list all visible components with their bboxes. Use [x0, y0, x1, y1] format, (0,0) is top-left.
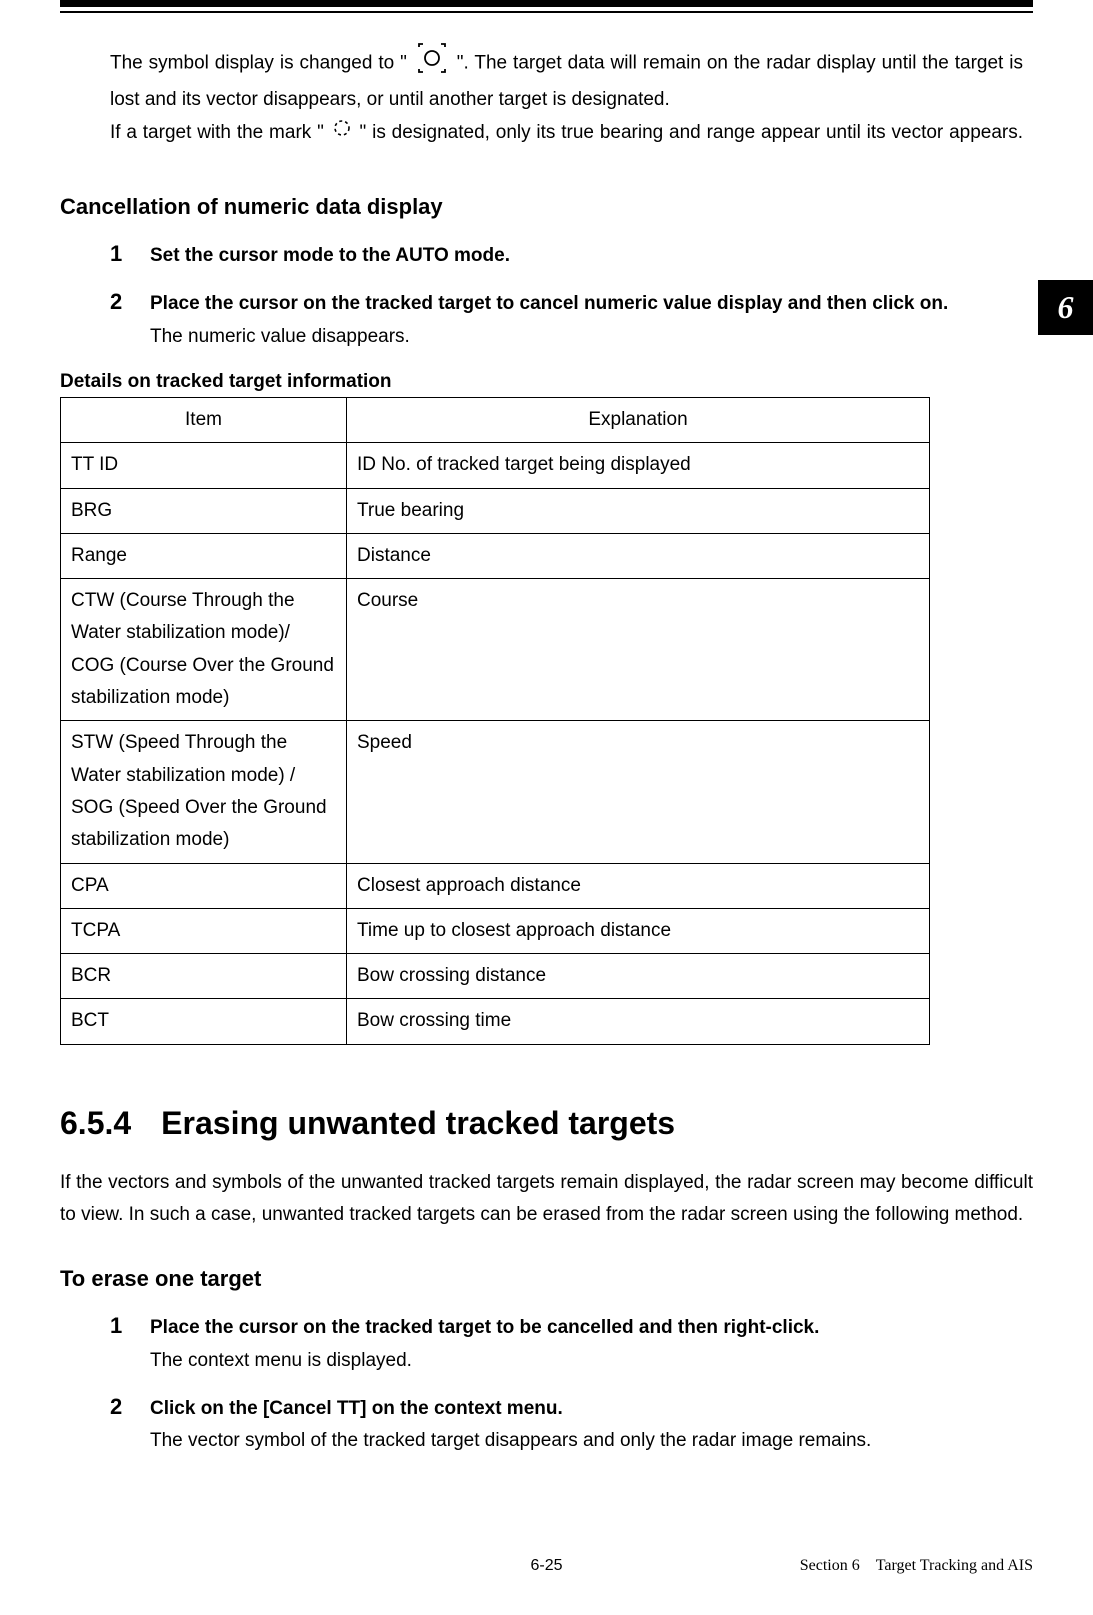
- intro-text-1a: The symbol display is changed to ": [110, 53, 407, 74]
- section-654-intro: If the vectors and symbols of the unwant…: [60, 1167, 1033, 1232]
- table-caption: Details on tracked target information: [60, 371, 1033, 393]
- step-body: Place the cursor on the tracked target t…: [150, 1312, 1023, 1377]
- step-bold-text: Place the cursor on the tracked target t…: [150, 288, 1023, 320]
- step-regular-text: The context menu is displayed.: [150, 1345, 1023, 1377]
- table-row: CPAClosest approach distance: [61, 863, 930, 908]
- intro-text-2a: If a target with the mark ": [110, 122, 324, 143]
- step-regular-text: The numeric value disappears.: [150, 321, 1023, 353]
- cell-item: BRG: [61, 488, 347, 533]
- target-symbol-large-icon: [415, 43, 449, 84]
- step-body: Place the cursor on the tracked target t…: [150, 288, 1023, 353]
- heading-6-5-4: 6.5.4 Erasing unwanted tracked targets: [60, 1105, 1033, 1142]
- list-item: 2 Click on the [Cancel TT] on the contex…: [110, 1393, 1023, 1458]
- erase-steps-list: 1 Place the cursor on the tracked target…: [110, 1312, 1023, 1457]
- step-bold-text: Set the cursor mode to the AUTO mode.: [150, 240, 1023, 272]
- cell-explanation: Distance: [347, 533, 930, 578]
- table-row: TCPATime up to closest approach distance: [61, 908, 930, 953]
- page-container: 6 The symbol display is changed to " ". …: [0, 0, 1093, 1615]
- heading-erase-one-target: To erase one target: [60, 1266, 1033, 1292]
- cell-item: BCR: [61, 954, 347, 999]
- chapter-tab: 6: [1038, 280, 1093, 335]
- heading-cancellation: Cancellation of numeric data display: [60, 194, 1033, 220]
- cell-item: Range: [61, 533, 347, 578]
- section-number: 6.5.4: [60, 1105, 131, 1142]
- cell-explanation: Course: [347, 579, 930, 721]
- cell-explanation: Speed: [347, 721, 930, 863]
- step-regular-text: The vector symbol of the tracked target …: [150, 1425, 1023, 1457]
- cell-item: BCT: [61, 999, 347, 1044]
- table-header-row: Item Explanation: [61, 397, 930, 442]
- table-row: BRGTrue bearing: [61, 488, 930, 533]
- step-number: 1: [110, 240, 130, 269]
- cell-explanation: ID No. of tracked target being displayed: [347, 443, 930, 488]
- target-symbol-dashed-icon: [332, 117, 352, 149]
- cell-item: STW (Speed Through the Water stabilizati…: [61, 721, 347, 863]
- step-number: 2: [110, 1393, 130, 1422]
- intro-text-2b: " is designated, only its true bearing a…: [360, 122, 1023, 143]
- intro-para-1: The symbol display is changed to " ". Th…: [110, 43, 1023, 117]
- list-item: 1 Set the cursor mode to the AUTO mode.: [110, 240, 1023, 272]
- step-body: Set the cursor mode to the AUTO mode.: [150, 240, 1023, 272]
- list-item: 1 Place the cursor on the tracked target…: [110, 1312, 1023, 1377]
- table-row: RangeDistance: [61, 533, 930, 578]
- section-title: Erasing unwanted tracked targets: [161, 1105, 675, 1142]
- step-body: Click on the [Cancel TT] on the context …: [150, 1393, 1023, 1458]
- cell-item: TT ID: [61, 443, 347, 488]
- table-row: TT IDID No. of tracked target being disp…: [61, 443, 930, 488]
- list-item: 2 Place the cursor on the tracked target…: [110, 288, 1023, 353]
- cancel-steps-list: 1 Set the cursor mode to the AUTO mode. …: [110, 240, 1023, 353]
- footer-section-text: Section 6 Target Tracking and AIS: [773, 1551, 1033, 1575]
- top-rule-thick: [60, 0, 1033, 7]
- table-header-explanation: Explanation: [347, 397, 930, 442]
- cell-explanation: Bow crossing time: [347, 999, 930, 1044]
- table-header-item: Item: [61, 397, 347, 442]
- page-footer: 6-25 Section 6 Target Tracking and AIS: [60, 1551, 1033, 1575]
- step-number: 1: [110, 1312, 130, 1341]
- top-rule-thin: [60, 11, 1033, 13]
- table-row: CTW (Course Through the Water stabilizat…: [61, 579, 930, 721]
- cell-explanation: Time up to closest approach distance: [347, 908, 930, 953]
- cell-explanation: True bearing: [347, 488, 930, 533]
- cell-item: CTW (Course Through the Water stabilizat…: [61, 579, 347, 721]
- cell-explanation: Closest approach distance: [347, 863, 930, 908]
- step-bold-text: Click on the [Cancel TT] on the context …: [150, 1393, 1023, 1425]
- table-row: BCTBow crossing time: [61, 999, 930, 1044]
- step-bold-text: Place the cursor on the tracked target t…: [150, 1312, 1023, 1344]
- table-row: STW (Speed Through the Water stabilizati…: [61, 721, 930, 863]
- table-row: BCRBow crossing distance: [61, 954, 930, 999]
- intro-paragraphs: The symbol display is changed to " ". Th…: [110, 43, 1023, 149]
- cell-item: TCPA: [61, 908, 347, 953]
- spacer: [60, 149, 1033, 194]
- tracked-target-info-table: Item Explanation TT IDID No. of tracked …: [60, 397, 930, 1045]
- step-number: 2: [110, 288, 130, 317]
- cell-explanation: Bow crossing distance: [347, 954, 930, 999]
- footer-page-number: 6-25: [320, 1557, 773, 1575]
- cell-item: CPA: [61, 863, 347, 908]
- intro-para-2-line1: If a target with the mark " " is designa…: [110, 117, 1023, 149]
